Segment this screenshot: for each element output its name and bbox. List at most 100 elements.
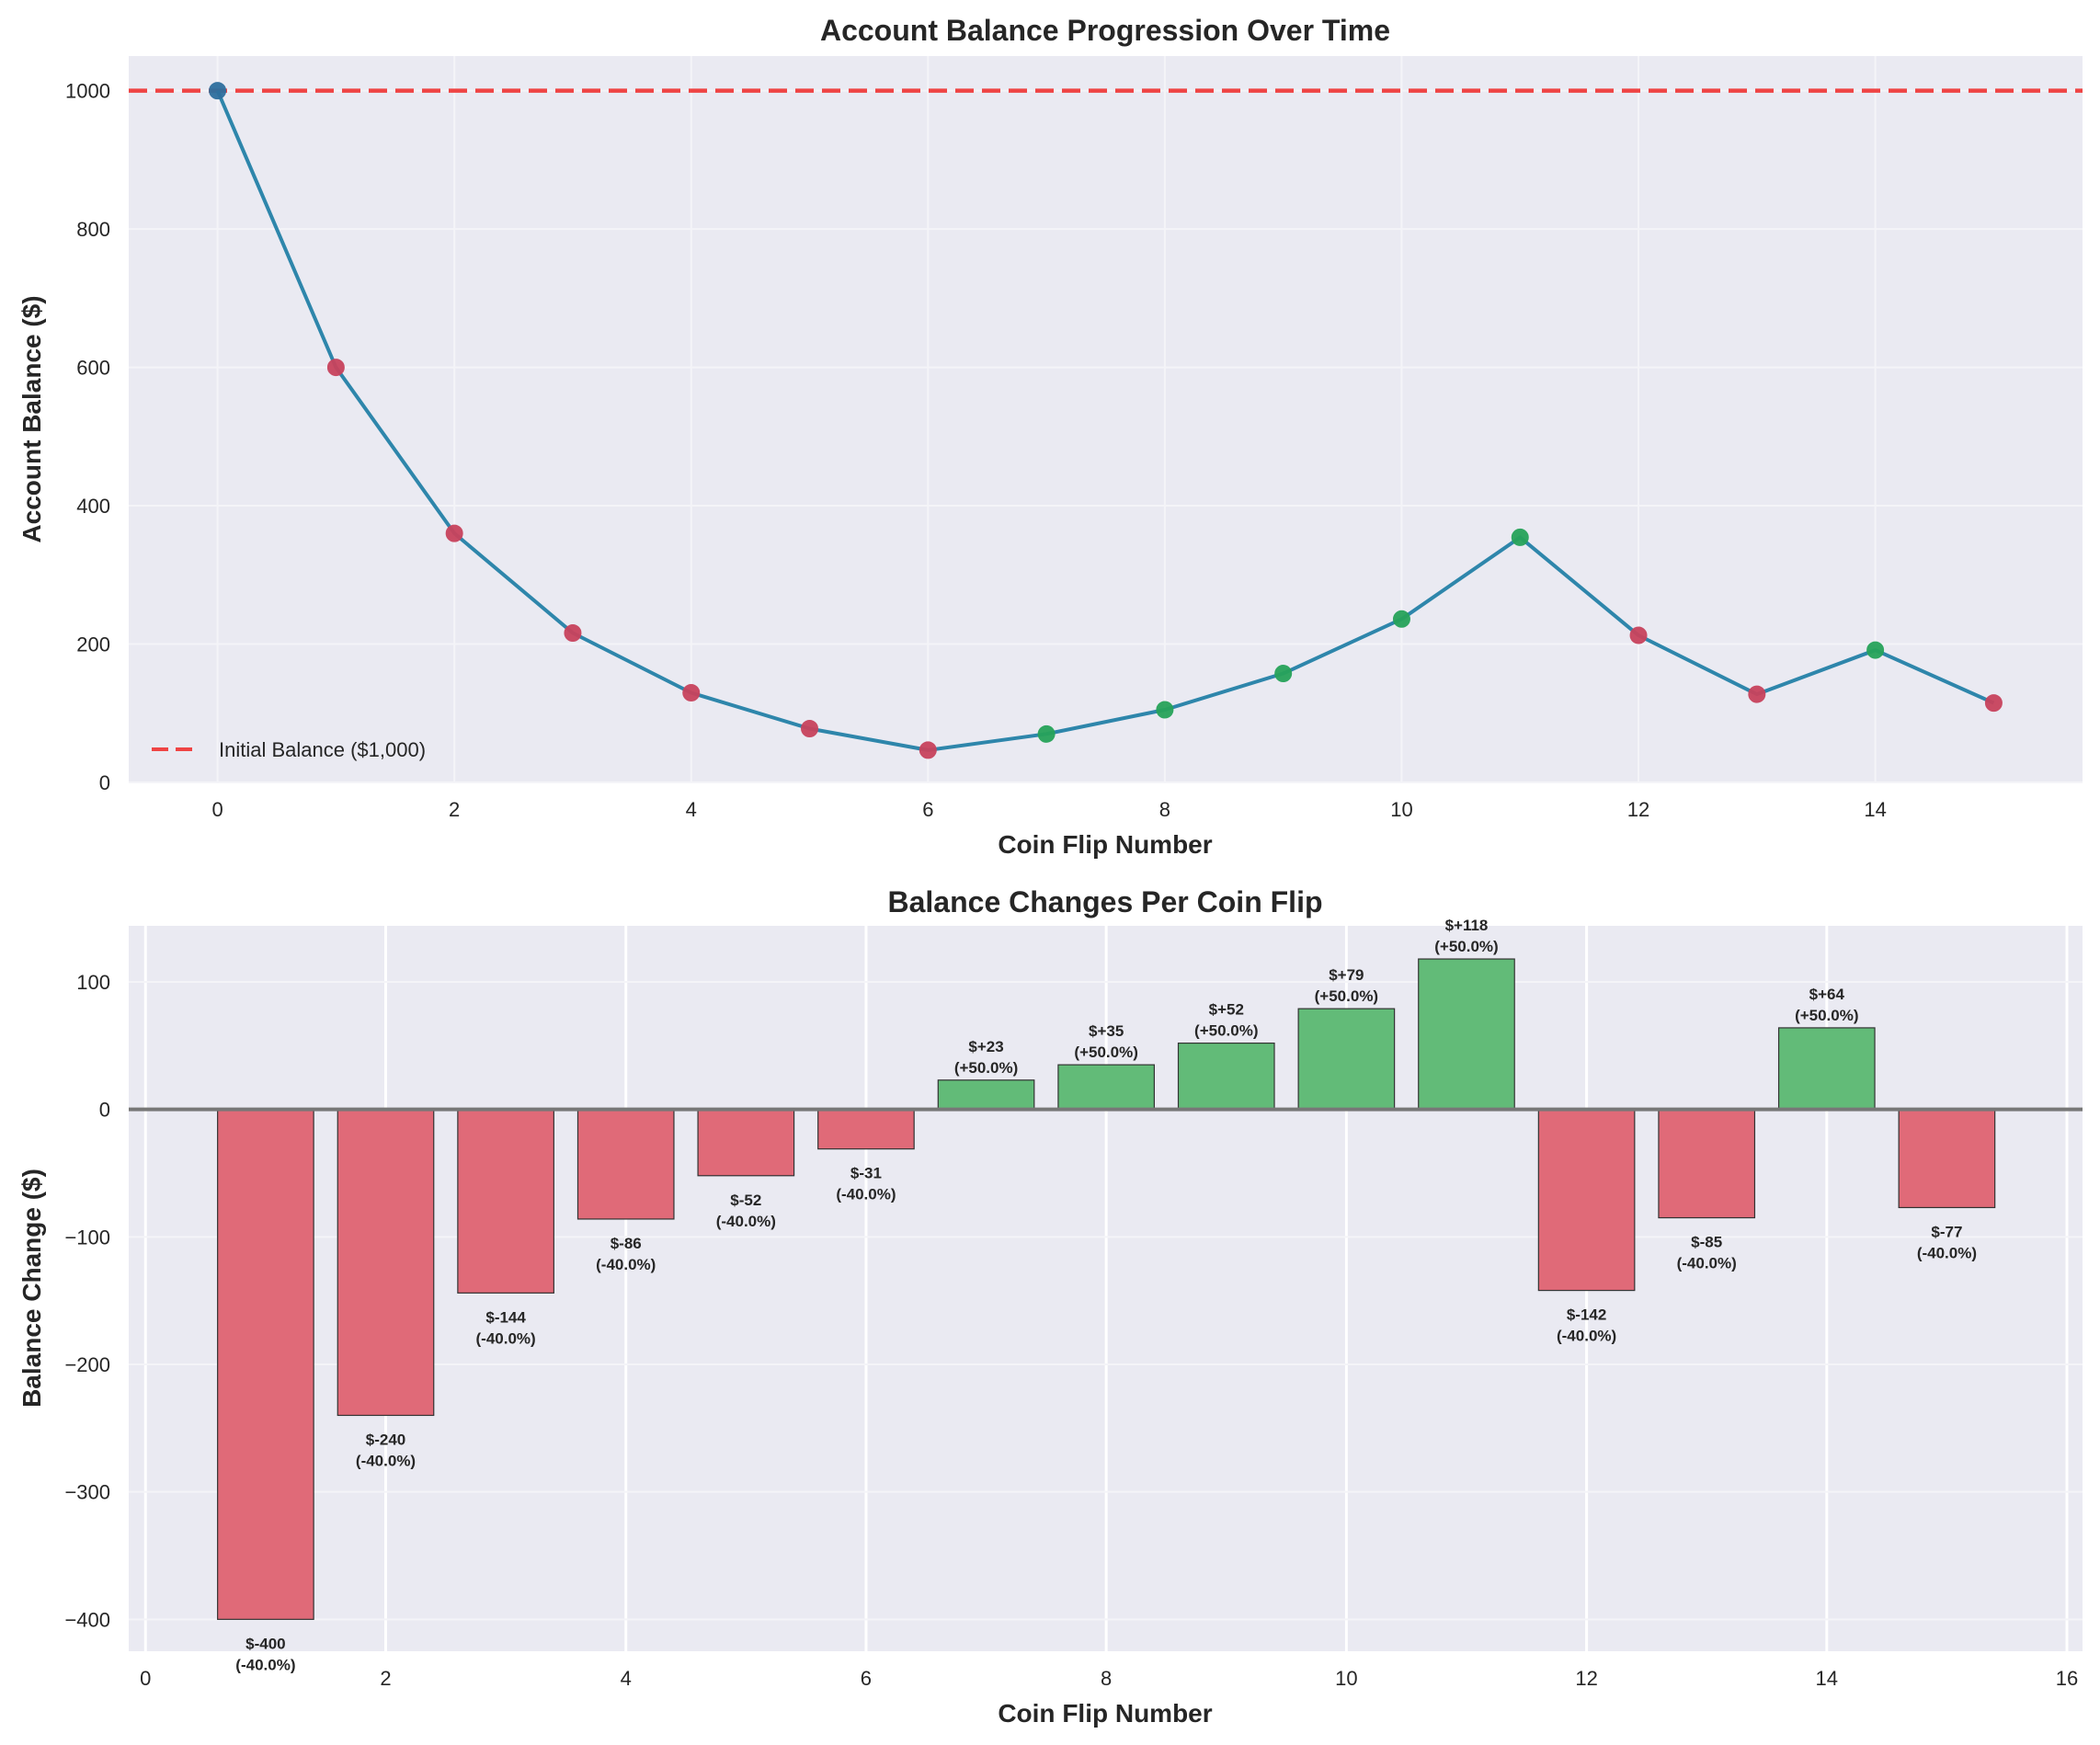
data-point-loss (564, 623, 582, 642)
x-tick-label: 6 (922, 798, 933, 821)
y-tick-label: −100 (64, 1226, 110, 1249)
bar-negative (1537, 1109, 1636, 1292)
x-tick-label: 4 (621, 1667, 632, 1690)
bar-value-label: $-142 (1567, 1306, 1606, 1324)
balance-series (215, 89, 1995, 752)
bar-percent-label: (+50.0%) (1315, 987, 1378, 1005)
y-tick-label: 0 (99, 1099, 110, 1122)
y-tick-labels: −400 −300 −200 −100 0 100 (64, 971, 110, 1631)
balance-points (209, 82, 2003, 759)
balance-change-bar-chart: Balance Changes Per Coin Flip $-400 (-40.… (17, 885, 2083, 1728)
bar-value-label: $-240 (366, 1431, 405, 1448)
data-point-win (1156, 701, 1174, 719)
bar-value-label: $+35 (1089, 1022, 1124, 1040)
x-tick-label: 12 (1627, 798, 1649, 821)
y-tick-label: −400 (64, 1608, 110, 1631)
bar-percent-label: (+50.0%) (1074, 1044, 1137, 1061)
bar-percent-label: (+50.0%) (1194, 1022, 1258, 1040)
data-point-loss (445, 524, 463, 542)
x-tick-label: 14 (1816, 1667, 1838, 1690)
x-tick-label: 6 (861, 1667, 872, 1690)
x-tick-labels: 0 2 4 6 8 10 12 14 16 (140, 1667, 2078, 1690)
bar-negative (337, 1109, 435, 1417)
plot-area (129, 56, 2083, 782)
bar-value-label: $-144 (485, 1308, 526, 1326)
legend: Initial Balance ($1,000) (152, 738, 426, 761)
data-point-loss (801, 719, 819, 737)
bar-percent-label: (-40.0%) (596, 1256, 656, 1273)
data-point-win (1037, 724, 1056, 743)
y-tick-label: 0 (99, 771, 110, 794)
data-point-loss (1629, 626, 1648, 644)
y-axis-label: Balance Change ($) (17, 1169, 46, 1408)
bar-value-label: $+118 (1445, 917, 1489, 934)
x-tick-label: 0 (211, 798, 223, 821)
y-axis-label: Account Balance ($) (17, 295, 46, 542)
x-tick-labels: 0 2 4 6 8 10 12 14 (211, 798, 1886, 821)
data-point-loss (682, 683, 701, 701)
bar-value-label: $+64 (1809, 986, 1845, 1003)
y-tick-label: 800 (76, 218, 110, 241)
bar-positive (1418, 958, 1515, 1111)
bar-negative (817, 1109, 915, 1150)
y-tick-label: 600 (76, 357, 110, 380)
bar-percent-label: (+50.0%) (954, 1059, 1018, 1077)
balance-line-chart: Account Balance Progression Over Time 0 2… (17, 14, 2083, 859)
bar-value-label: $-77 (1931, 1223, 1962, 1240)
bar-value-label: $+23 (968, 1038, 1003, 1055)
x-tick-label: 8 (1101, 1667, 1112, 1690)
bar-percent-label: (+50.0%) (1434, 938, 1498, 955)
bar-positive (1177, 1042, 1275, 1111)
bar-value-label: $-85 (1691, 1234, 1722, 1251)
bar-percent-label: (-40.0%) (356, 1452, 416, 1469)
y-tick-label: 1000 (65, 80, 110, 103)
bar-percent-label: (-40.0%) (1677, 1255, 1737, 1272)
x-axis-label: Coin Flip Number (998, 830, 1212, 859)
data-point-loss (326, 359, 345, 377)
x-axis-label: Coin Flip Number (998, 1699, 1212, 1728)
x-tick-label: 10 (1390, 798, 1412, 821)
x-tick-label: 12 (1575, 1667, 1597, 1690)
y-tick-label: −300 (64, 1481, 110, 1504)
balance-line (215, 89, 1995, 752)
data-point-loss (919, 741, 937, 759)
data-point-loss (1984, 694, 2003, 713)
bar-value-label: $-400 (245, 1635, 285, 1652)
bar-positive (1057, 1064, 1155, 1111)
bar-percent-label: (-40.0%) (836, 1186, 896, 1203)
bar-percent-label: (-40.0%) (235, 1656, 295, 1673)
x-tick-label: 14 (1864, 798, 1886, 821)
bar-negative (1658, 1109, 1756, 1219)
x-tick-label: 4 (686, 798, 697, 821)
chart-title: Balance Changes Per Coin Flip (888, 885, 1323, 918)
bar-negative (1898, 1109, 1996, 1209)
x-tick-label: 2 (449, 798, 460, 821)
bar-percent-label: (-40.0%) (1557, 1328, 1616, 1345)
data-point-loss (1748, 685, 1766, 703)
y-tick-label: −200 (64, 1353, 110, 1376)
data-point-win (1392, 610, 1410, 628)
bar-data-labels: $-400 (-40.0%) $-240 (-40.0%) $-144 (-40.0%) $… (235, 917, 1977, 1673)
bar-percent-label: (-40.0%) (476, 1329, 536, 1347)
x-tick-label: 8 (1159, 798, 1170, 821)
chart-title: Account Balance Progression Over Time (820, 14, 1390, 47)
bar-value-label: $-52 (730, 1192, 761, 1209)
data-point-win (1511, 528, 1529, 546)
bar-positive (1777, 1027, 1876, 1111)
bar-percent-label: (+50.0%) (1795, 1007, 1858, 1024)
y-tick-label: 400 (76, 495, 110, 518)
bar-value-label: $+52 (1209, 1001, 1244, 1019)
data-point-start (209, 82, 227, 100)
x-tick-label: 10 (1335, 1667, 1357, 1690)
bar-negative (457, 1109, 554, 1294)
bar-negative (217, 1109, 314, 1620)
data-point-win (1274, 665, 1293, 683)
bar-value-label: $+79 (1329, 966, 1364, 984)
data-point-win (1866, 641, 1885, 659)
y-tick-label: 200 (76, 633, 110, 656)
bar-value-label: $-86 (611, 1235, 642, 1252)
bars (217, 958, 1996, 1620)
x-tick-label: 16 (2056, 1667, 2078, 1690)
bar-percent-label: (-40.0%) (1917, 1244, 1977, 1261)
